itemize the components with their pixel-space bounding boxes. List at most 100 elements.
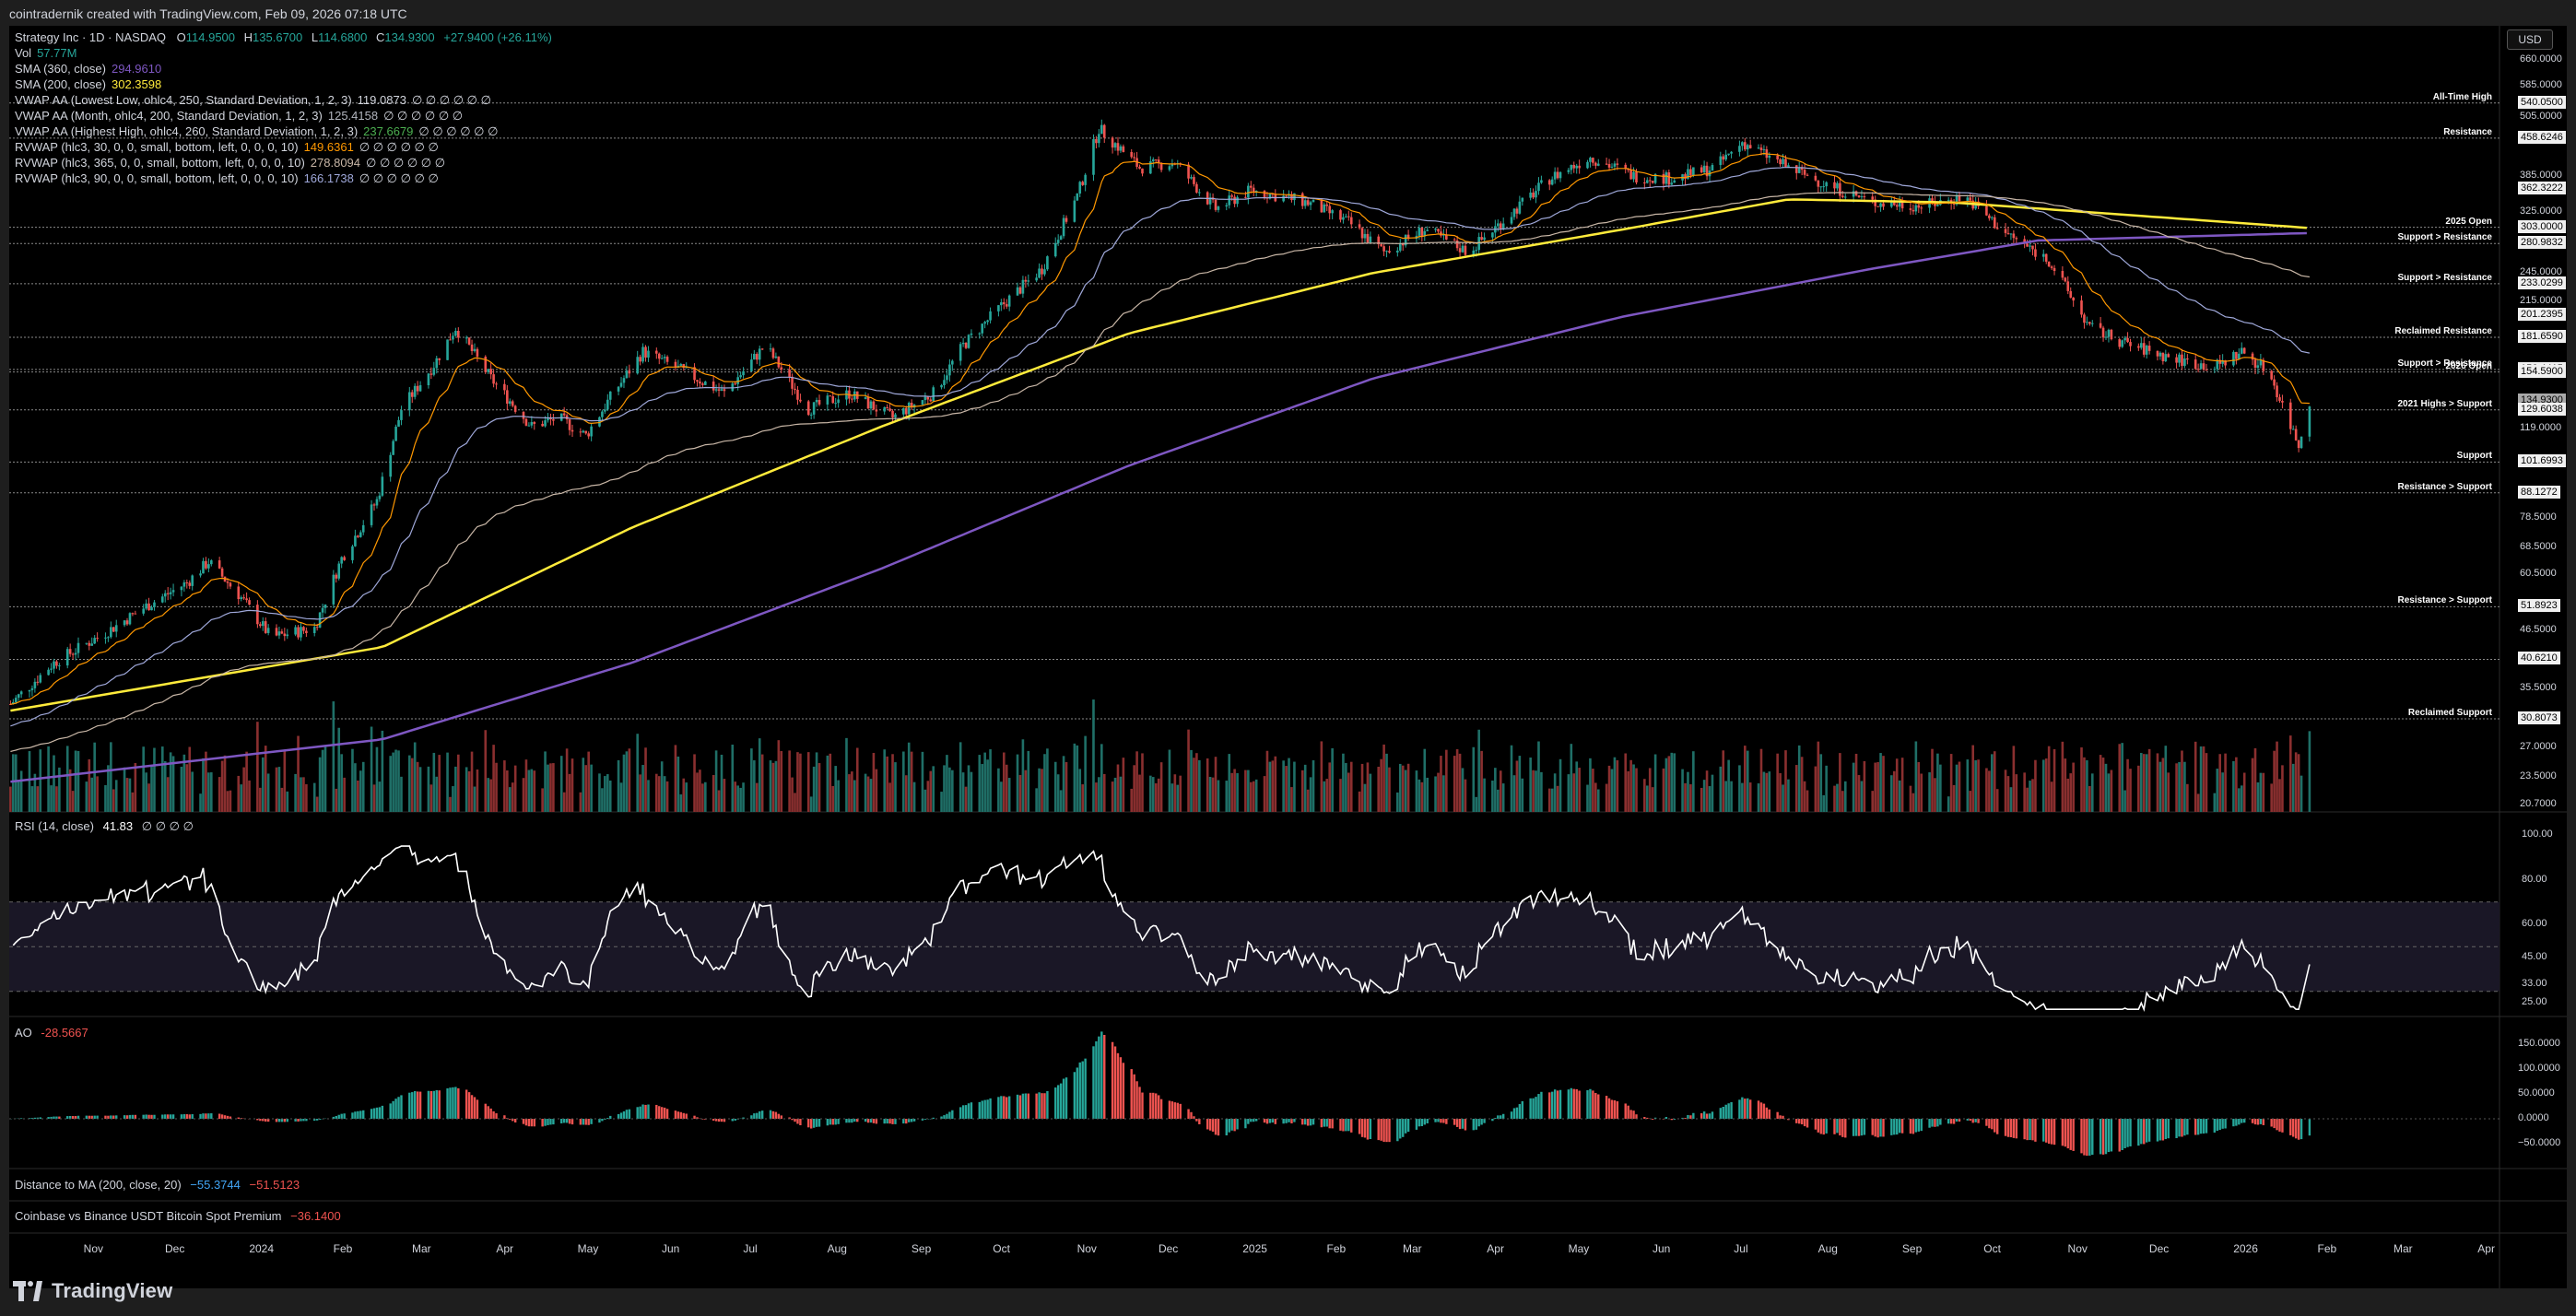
candle-body (2069, 290, 2073, 298)
candle-body (753, 354, 756, 360)
volume-bar (2069, 773, 2073, 812)
volume-bar (625, 751, 629, 812)
candle-body (1890, 202, 1893, 207)
volume-bar (397, 750, 400, 812)
candle-body (2004, 229, 2007, 233)
volume-bar (169, 752, 172, 812)
candle-body (112, 627, 115, 632)
ao-bar (2042, 1119, 2045, 1142)
candle-body (1518, 201, 1522, 214)
candle-body (1477, 237, 1480, 251)
candle-body (970, 333, 973, 335)
candle-body (1461, 245, 1464, 253)
candle-body (1360, 228, 1364, 239)
volume-bar (2194, 741, 2197, 812)
volume-bar (1159, 762, 1163, 812)
volume-bar (1472, 746, 1476, 812)
legend-row-label[interactable]: RVWAP (hlc3, 90, 0, 0, small, bottom, le… (15, 171, 299, 185)
ao-bar (547, 1119, 549, 1125)
price-axis-tick: 23.5000 (2520, 770, 2557, 782)
volume-bar (1985, 768, 1988, 812)
ao-bar (1860, 1119, 1864, 1136)
rsi-legend-label[interactable]: RSI (14, close) (15, 819, 94, 833)
volume-bar (2202, 746, 2205, 812)
ao-bar (1173, 1102, 1177, 1119)
volume-bar (107, 765, 110, 812)
tradingview-logo[interactable]: TradingView (13, 1277, 172, 1305)
ao-bar (2110, 1119, 2113, 1152)
dist-legend-label[interactable]: Distance to MA (200, close, 20) (15, 1178, 182, 1192)
legend-symbol[interactable]: Strategy Inc · 1D · NASDAQ (15, 30, 166, 44)
volume-bar (429, 784, 433, 812)
legend-row-label[interactable]: VWAP AA (Month, ohlc4, 200, Standard Dev… (15, 109, 323, 123)
volume-bar (1510, 745, 1513, 812)
ao-bar (362, 1110, 365, 1119)
chart-area[interactable]: Strategy Inc · 1D · NASDAQ O114.9500 H13… (9, 26, 2567, 1288)
volume-bar (696, 772, 699, 812)
legend-row-label[interactable]: Vol (15, 46, 32, 60)
candle-body (394, 426, 397, 441)
volume-bar (2300, 775, 2303, 812)
legend-row-label[interactable]: SMA (360, close) (15, 62, 106, 76)
volume-bar (1670, 752, 1674, 812)
volume-bar (1404, 770, 1407, 812)
legend-symbol-row: Strategy Inc · 1D · NASDAQ O114.9500 H13… (15, 30, 552, 44)
candle-body (1839, 182, 1841, 196)
legend-row-label[interactable]: RVWAP (hlc3, 30, 0, 0, small, bottom, le… (15, 140, 299, 154)
legend-row-label[interactable]: VWAP AA (Highest High, ohlc4, 260, Stand… (15, 124, 359, 138)
candle-body (210, 560, 213, 565)
ao-bar (2129, 1119, 2132, 1146)
ao-bar (457, 1087, 460, 1119)
price-chart-svg[interactable] (9, 26, 2567, 1288)
candle-body (2099, 323, 2102, 328)
ao-bar (2104, 1119, 2108, 1155)
currency-button[interactable]: USD (2507, 29, 2553, 50)
candle-body (1309, 202, 1312, 206)
ao-bar (1510, 1111, 1513, 1119)
candle-body (467, 337, 471, 345)
ao-bar (1624, 1103, 1627, 1119)
volume-bar (1282, 760, 1285, 812)
volume-bar (1819, 754, 1823, 812)
ao-bar (771, 1110, 775, 1119)
ao-bar (1890, 1119, 1893, 1135)
volume-bar (2123, 790, 2126, 812)
candle-body (1116, 143, 1120, 151)
sma-360-line (10, 231, 2307, 783)
ao-bar (2256, 1119, 2260, 1125)
ao-bar (1350, 1119, 1353, 1133)
ao-bar (473, 1097, 476, 1119)
volume-bar (1138, 774, 1141, 812)
volume-bar (160, 746, 164, 812)
ao-bar (1689, 1115, 1692, 1119)
ao-bar (1423, 1119, 1426, 1125)
volume-bar (1949, 754, 1953, 812)
ao-bar (438, 1090, 441, 1119)
ao-bar (2069, 1119, 2072, 1150)
legend-row-label[interactable]: RVWAP (hlc3, 365, 0, 0, small, bottom, l… (15, 156, 305, 170)
candle-body (2294, 429, 2298, 441)
premium-legend: Coinbase vs Binance USDT Bitcoin Spot Pr… (15, 1209, 341, 1223)
ao-bar (1288, 1119, 1290, 1122)
candle-body (17, 694, 20, 699)
candle-body (657, 353, 661, 359)
candle-body (530, 422, 534, 426)
premium-legend-label[interactable]: Coinbase vs Binance USDT Bitcoin Spot Pr… (15, 1209, 282, 1223)
volume-bar (929, 770, 933, 812)
ao-legend-label[interactable]: AO (15, 1026, 32, 1040)
ao-bar (837, 1119, 840, 1124)
legend-row-label[interactable]: VWAP AA (Lowest Low, ohlc4, 250, Standar… (15, 93, 352, 107)
volume-bar (1417, 779, 1421, 812)
candle-body (1195, 183, 1198, 193)
ao-bar (2064, 1119, 2067, 1147)
candle-body (1024, 279, 1028, 282)
legend-row-label[interactable]: SMA (200, close) (15, 77, 106, 91)
candle-body (544, 420, 547, 427)
ao-bar (1798, 1119, 1801, 1124)
candle-body (19, 691, 23, 695)
candle-body (1458, 248, 1462, 253)
volume-bar (598, 773, 601, 812)
ao-bar (1065, 1077, 1068, 1119)
candle-body (647, 350, 650, 358)
ao-bar (760, 1110, 764, 1119)
